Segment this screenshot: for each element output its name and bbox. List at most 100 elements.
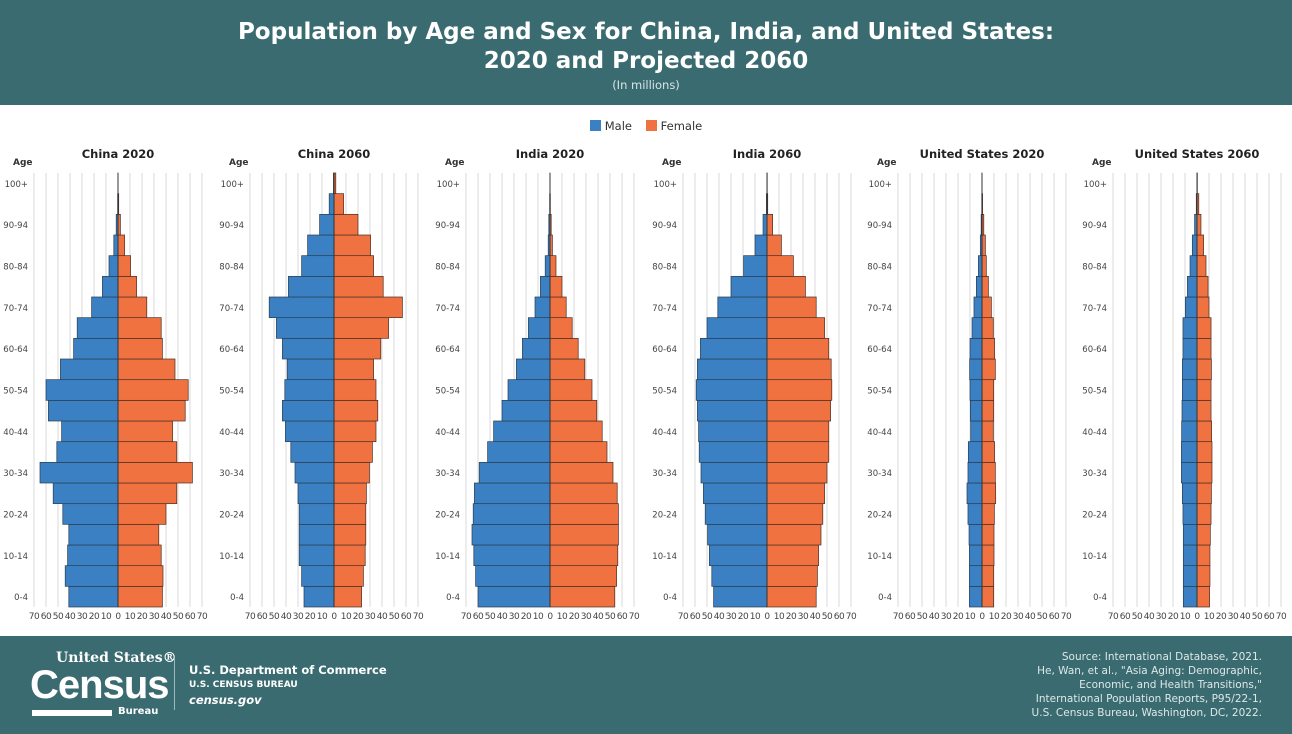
male-bar [294,461,335,484]
male-bar [1191,234,1198,257]
male-bar [64,565,119,587]
male-bar [1182,585,1198,608]
female-bar [549,523,619,546]
x-tick-label: 60 [905,612,916,622]
census-link[interactable]: census.gov [189,693,262,707]
female-bar [333,255,374,277]
census-logo: United States® Census Bureau [30,650,177,722]
male-bar [711,565,768,587]
male-bar [966,482,983,505]
x-tick-label: 50 [1132,612,1143,622]
female-bar [981,358,996,381]
female-bar [549,317,573,339]
x-tick-label: 50 [702,612,713,622]
female-bar [333,379,377,401]
male-bar [1189,255,1198,277]
dept-block: U.S. Department of Commerce U.S. CENSUS … [189,663,387,708]
age-tick-label: 40-44 [652,428,677,438]
female-bar [333,461,370,484]
age-tick-label: 100+ [1084,180,1107,190]
x-tick-label: 50 [173,612,184,622]
female-bar [1196,358,1212,381]
female-bar [766,482,825,505]
age-tick-label: 80-84 [219,263,244,273]
female-bar [117,585,163,608]
age-tick-label: 10-14 [3,552,28,562]
female-bar [549,565,617,587]
male-bar [743,255,768,277]
title-line-2: 2020 and Projected 2060 [483,48,809,74]
male-bar [493,420,551,443]
age-tick-label: 90-94 [867,221,892,231]
x-tick-label: 60 [185,612,196,622]
male-bar [56,441,119,463]
x-tick-label: 40 [497,612,508,622]
female-bar [766,337,830,360]
male-bar [282,399,335,422]
male-bar [268,296,335,319]
male-bar [307,234,335,257]
x-tick-label: 50 [1252,612,1263,622]
male-bar [475,565,551,587]
x-tick-label: 50 [917,612,928,622]
male-bar [76,317,119,339]
x-tick-label: 60 [41,612,52,622]
x-tick-label: 50 [389,612,400,622]
female-bar [766,544,819,567]
age-tick-label: 90-94 [219,221,244,231]
age-tick-label: 60-64 [435,345,460,355]
chart-title: Population by Age and Sex for China, Ind… [0,0,1292,76]
female-bar [981,441,995,463]
female-bar [1196,482,1212,505]
female-bar [333,213,359,236]
x-tick-label: 10 [341,612,352,622]
male-bar [970,399,983,422]
x-tick-label: 50 [485,612,496,622]
female-bar [333,275,384,298]
panel-title: China 2060 [298,147,371,161]
age-tick-label: 30-34 [219,469,244,479]
logo-united-states: United States® [56,650,177,666]
age-tick-label: 10-14 [652,552,677,562]
age-tick-label: 30-34 [652,469,677,479]
x-tick-label: 70 [1108,612,1119,622]
female-bar [117,317,162,339]
female-bar [117,379,189,401]
x-tick-label: 40 [810,612,821,622]
male-bar [704,503,768,525]
female-bar [117,296,148,319]
age-tick-label: 0-4 [878,593,892,603]
male-bar [286,358,335,381]
female-bar [981,255,987,277]
female-bar [549,441,608,463]
female-bar [333,544,366,567]
x-tick-label: 10 [1180,612,1191,622]
female-bar [766,275,806,298]
female-bar [333,193,344,215]
age-tick-label: 80-84 [867,263,892,273]
male-bar [971,317,983,339]
x-tick-label: 70 [245,612,256,622]
age-tick-label: 20-24 [652,511,677,521]
female-bar [1196,565,1211,587]
male-bar [1181,441,1198,463]
x-tick-label: 40 [65,612,76,622]
male-bar [540,275,551,298]
female-bar [766,420,830,443]
male-bar [52,482,119,505]
logo-census: Census [30,663,169,707]
female-bar [766,317,825,339]
male-bar [1181,461,1198,484]
age-tick-label: 70-74 [3,304,28,314]
age-tick-label: 0-4 [663,593,677,603]
male-bar [39,461,119,484]
male-bar [1182,358,1198,381]
x-tick-label: 60 [1049,612,1060,622]
logo-bureau: Bureau [118,706,159,717]
male-swatch [589,120,601,131]
female-bar [981,585,994,608]
male-bar [328,193,335,215]
age-tick-label: 30-34 [1082,469,1107,479]
age-tick-label: 0-4 [14,593,28,603]
x-tick-label: 70 [461,612,472,622]
